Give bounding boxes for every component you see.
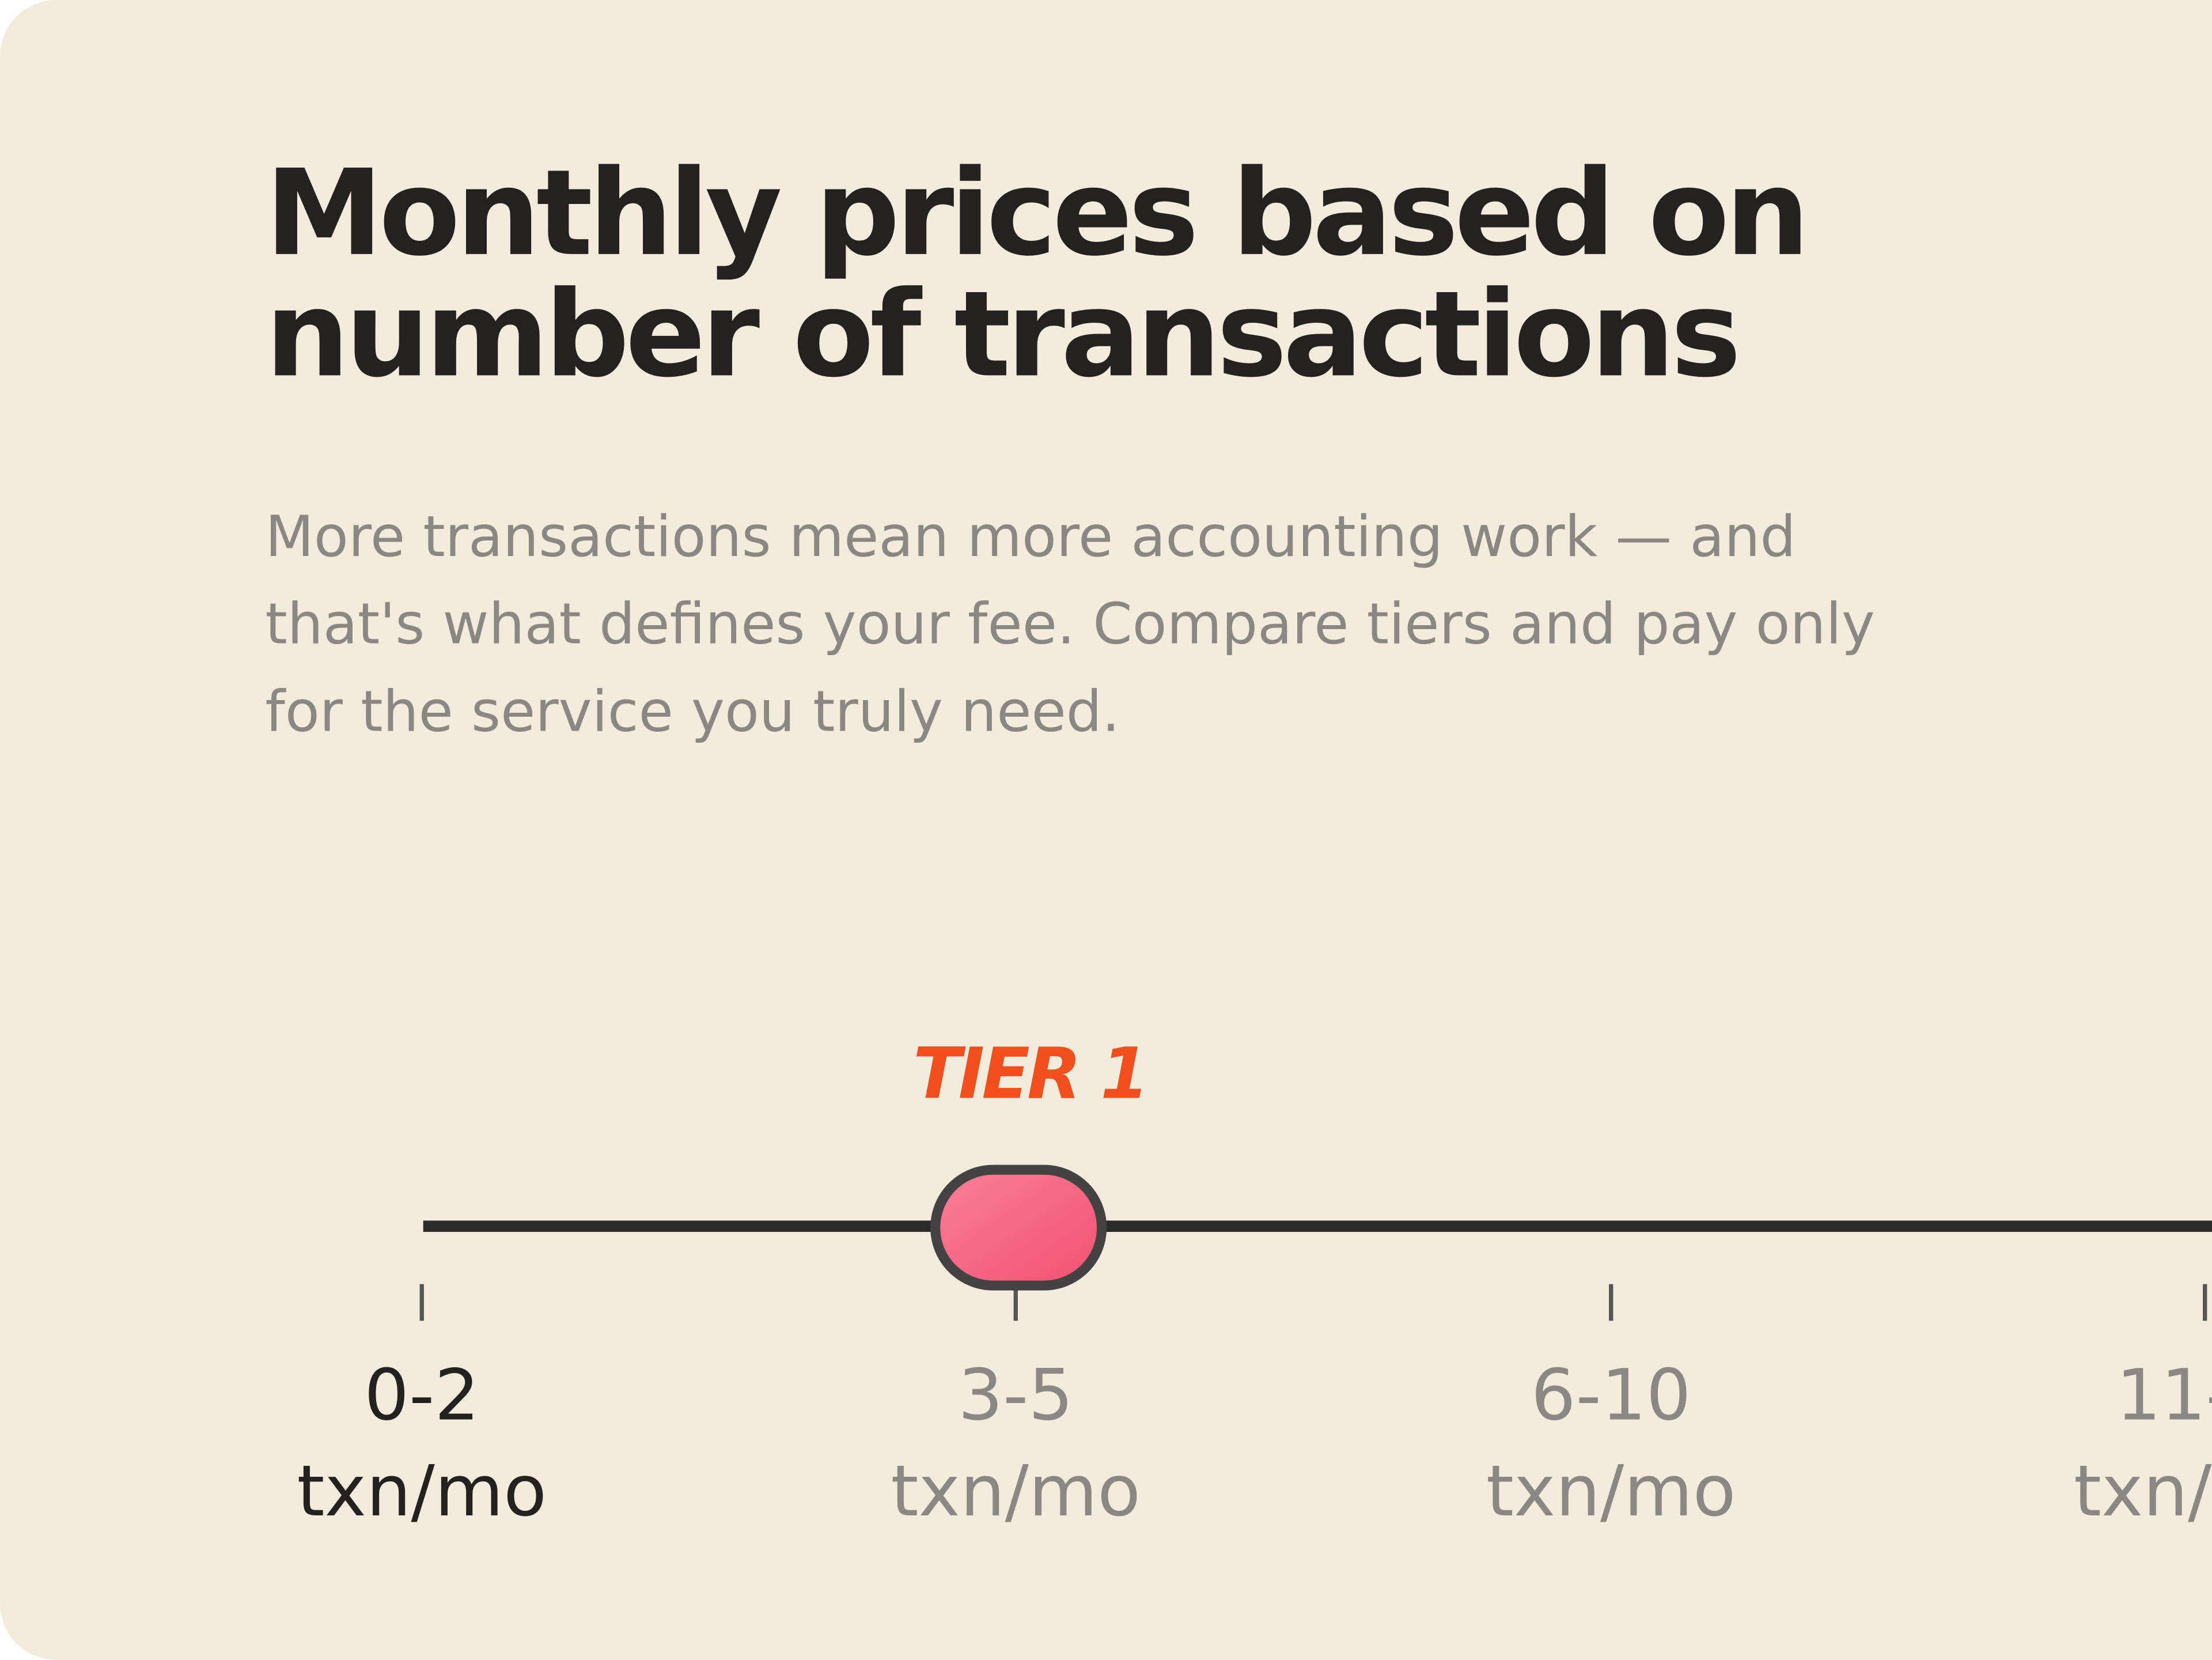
stop-unit[interactable]: txn/mo bbox=[297, 1450, 547, 1532]
slider-knob[interactable] bbox=[930, 1164, 1107, 1291]
subtitle-line: that's what defines your fee. Compare ti… bbox=[265, 592, 1874, 657]
stop-unit[interactable]: txn/ bbox=[2074, 1450, 2212, 1532]
stop-unit[interactable]: txn/mo bbox=[891, 1450, 1141, 1532]
subtitle-line: More transactions mean more accounting w… bbox=[265, 504, 1796, 570]
tier-badge: TIER 1 bbox=[913, 1032, 1146, 1114]
title-line: number of transactions bbox=[265, 265, 1737, 403]
subtitle-line: for the service you truly need. bbox=[265, 679, 1120, 745]
stop-range[interactable]: 0-2 bbox=[364, 1354, 479, 1436]
stop-range[interactable]: 3-5 bbox=[958, 1354, 1073, 1436]
stop-range[interactable]: 6-10 bbox=[1531, 1354, 1691, 1436]
stop-unit[interactable]: txn/mo bbox=[1486, 1450, 1736, 1532]
slider-stops: 0-2 txn/mo 3-5 txn/mo 6-10 txn/mo 11- txn/ bbox=[297, 1284, 2212, 1532]
stop-range[interactable]: 11- bbox=[2116, 1354, 2212, 1436]
title-line: Monthly prices based on bbox=[265, 144, 1805, 282]
